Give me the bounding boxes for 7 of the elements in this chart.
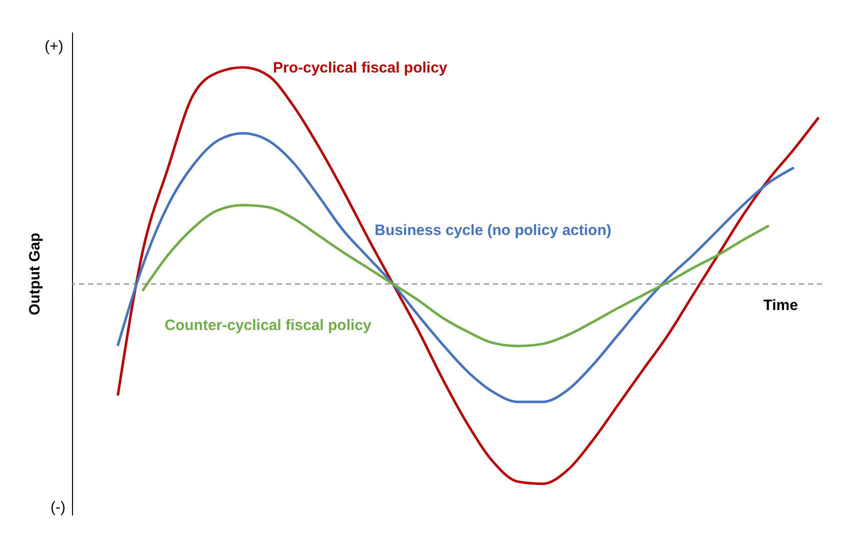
text: (+) <box>44 38 64 55</box>
series-label: Pro-cyclical fiscal policy <box>273 59 448 76</box>
series-label: Business cycle (no policy action) <box>374 222 612 239</box>
text: (-) <box>50 499 66 516</box>
y-axis-title: Output Gap <box>26 232 44 316</box>
text: Counter-cyclical fiscal policy <box>164 317 372 334</box>
x-axis-title: Time <box>763 297 798 314</box>
